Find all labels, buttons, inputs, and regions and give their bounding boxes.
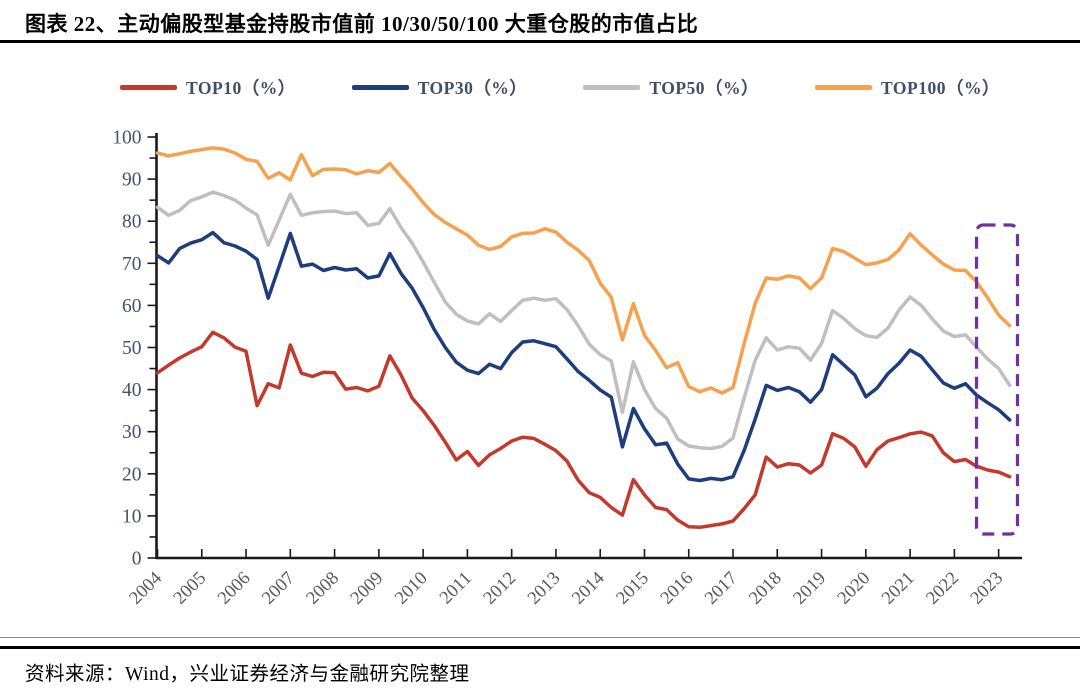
- x-tick-label: 2019: [790, 568, 830, 608]
- chart-title: 图表 22、主动偏股型基金持股市值前 10/30/50/100 大重仓股的市值占…: [25, 12, 699, 36]
- legend-label-top10: TOP10（%）: [186, 77, 296, 98]
- x-tick-label: 2007: [259, 568, 299, 608]
- legend-item-top100: TOP100（%）: [815, 75, 1000, 100]
- legend-label-top50: TOP50（%）: [649, 77, 760, 98]
- y-tick-label: 0: [132, 549, 142, 570]
- legend-item-top50: TOP50（%）: [583, 75, 759, 100]
- y-tick-label: 30: [122, 422, 142, 443]
- y-tick-label: 50: [122, 338, 142, 359]
- x-tick-label: 2010: [391, 568, 431, 608]
- x-tick-label: 2011: [436, 568, 476, 608]
- legend-swatch-top50: [583, 84, 641, 90]
- legend-item-top30: TOP30（%）: [351, 75, 528, 100]
- y-tick-label: 90: [122, 170, 142, 191]
- y-tick-label: 20: [122, 464, 142, 485]
- y-tick-label: 100: [112, 128, 141, 149]
- y-tick-label: 80: [122, 212, 142, 233]
- chart-legend: TOP10（%） TOP30（%） TOP50（%） TOP100（%）: [0, 74, 1080, 100]
- legend-swatch-top10: [120, 84, 178, 90]
- x-tick-label: 2015: [613, 568, 653, 608]
- y-tick-label: 70: [122, 254, 142, 275]
- x-tick-label: 2013: [524, 568, 564, 608]
- y-tick-label: 40: [122, 380, 142, 401]
- x-tick-label: 2005: [170, 568, 210, 608]
- legend-label-top30: TOP30（%）: [417, 77, 528, 98]
- series-line-top100: [155, 146, 1012, 395]
- x-tick-label: 2020: [834, 568, 874, 608]
- x-tick-label: 2014: [568, 568, 608, 608]
- legend-item-top10: TOP10（%）: [120, 75, 296, 100]
- highlight-box: [974, 223, 1020, 536]
- x-tick-label: 2012: [480, 568, 520, 608]
- footer-rule-thick: [0, 646, 1080, 649]
- x-tick-label: 2009: [347, 568, 387, 608]
- y-tick-label: 10: [122, 506, 142, 527]
- x-tick-label: 2008: [303, 568, 343, 608]
- y-tick-label: 60: [122, 296, 142, 317]
- legend-label-top100: TOP100（%）: [881, 77, 1000, 98]
- x-tick-label: 2004: [126, 568, 166, 608]
- legend-swatch-top100: [815, 84, 873, 90]
- footer-rule-thin: [0, 637, 1080, 638]
- x-tick-label: 2018: [746, 568, 786, 608]
- x-tick-label: 2006: [214, 568, 254, 608]
- x-tick-label: 2017: [701, 568, 741, 608]
- legend-swatch-top30: [351, 84, 409, 90]
- x-tick-label: 2021: [878, 568, 918, 608]
- series-line-top10: [155, 330, 1012, 530]
- series-line-top50: [155, 190, 1012, 451]
- title-rule: [0, 40, 1080, 43]
- source-text: 资料来源：Wind，兴业证券经济与金融研究院整理: [25, 664, 470, 685]
- x-tick-label: 2023: [967, 568, 1007, 608]
- x-tick-label: 2022: [923, 568, 963, 608]
- series-line-top30: [155, 230, 1012, 483]
- x-tick-label: 2016: [657, 568, 697, 608]
